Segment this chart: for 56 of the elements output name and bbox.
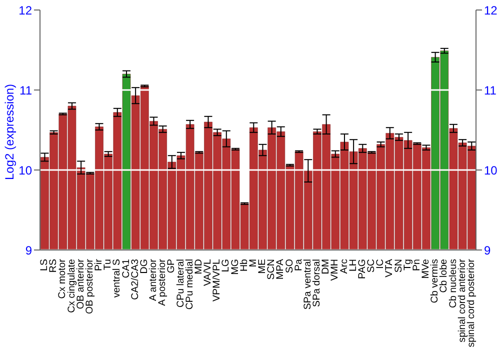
x-tick-label: ventral S — [112, 258, 123, 298]
y-tick-label: 11 — [20, 83, 32, 98]
x-tick-label: PAG — [356, 259, 368, 279]
x-tick-label: VMH — [330, 259, 341, 281]
x-tick-label: VTA — [384, 258, 396, 278]
x-tick-label: MD — [193, 259, 204, 274]
y2-tick-label: 11 — [484, 83, 497, 98]
x-tick-label: spinal cord anterior — [456, 258, 468, 342]
x-tick-label: Cb nucleus — [448, 258, 459, 308]
x-tick-label: SPa ventral — [302, 259, 314, 310]
x-tick-label: Hb — [238, 258, 250, 272]
x-tick-label: DG — [138, 259, 150, 274]
x-tick-label: SO — [284, 258, 296, 274]
x-tick-label: LH — [348, 259, 359, 272]
x-tick-label: SN — [393, 259, 404, 273]
x-tick-label: Tg — [402, 259, 414, 270]
x-tick-label: GP — [166, 258, 178, 274]
x-tick-label: MG — [230, 259, 241, 275]
x-tick-label: OB anterior — [75, 258, 86, 310]
y2-tick-label: 10 — [484, 163, 498, 178]
x-tick-label: A anterior — [148, 258, 160, 301]
x-tick-label: ME — [257, 258, 268, 274]
x-tick-label: SPa dorsal — [312, 259, 323, 307]
x-tick-label: OB posterior — [84, 258, 96, 314]
x-tick-label: Pn — [411, 259, 422, 271]
x-tick-label: VPM/VPL — [212, 258, 223, 302]
y-tick-label: 9 — [25, 243, 32, 258]
y2-tick-label: 12 — [484, 3, 498, 18]
x-tick-label: spinal cord posterior — [466, 258, 477, 348]
x-tick-label: Pir — [94, 258, 105, 271]
x-tick-label: A posterior — [157, 258, 168, 306]
x-tick-label: CPu lateral — [175, 259, 186, 308]
x-tick-label: Tu — [102, 259, 114, 270]
x-tick-label: MPA — [275, 258, 286, 280]
x-tick-label: SCN — [266, 259, 278, 280]
x-tick-label: LG — [220, 259, 232, 272]
x-tick-label: M — [248, 259, 259, 268]
x-tick-label: Pa — [293, 258, 304, 271]
x-tick-label: Cx cingulate — [66, 258, 78, 313]
x-tick-label: LS — [39, 258, 50, 271]
x-tick-label: Cb lobe — [438, 258, 450, 293]
x-tick-label: RS — [48, 258, 60, 273]
x-tick-label: CA2/CA3 — [130, 258, 141, 300]
x-tick-label: DM — [320, 259, 332, 274]
x-tick-label: VA/VL — [202, 258, 214, 286]
x-tick-label: MVe — [420, 258, 432, 279]
x-tick-label: CPu medial — [184, 259, 196, 310]
x-tick-label: SC — [366, 259, 378, 273]
x-tick-label: Cx motor — [57, 258, 68, 299]
y2-tick-label: 9 — [484, 243, 491, 258]
y-tick-label: 12 — [18, 3, 32, 18]
y-axis-title: Log2 (expression) — [2, 84, 16, 180]
x-tick-label: CA1 — [120, 259, 132, 278]
x-tick-label: Arc — [338, 258, 350, 274]
y-tick-label: 10 — [18, 163, 32, 178]
x-tick-label: IC — [375, 259, 386, 269]
